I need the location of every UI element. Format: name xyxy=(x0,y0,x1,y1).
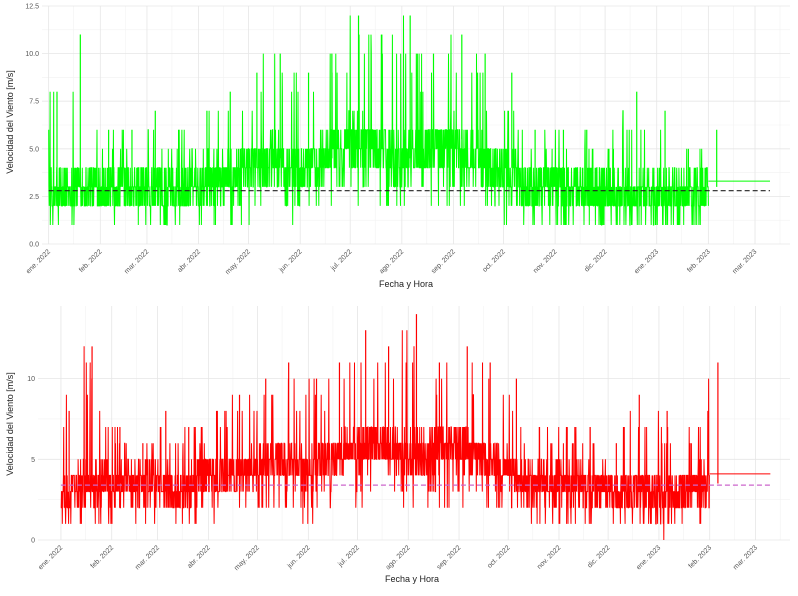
y-tick-label: 12.5 xyxy=(25,4,39,11)
x-tick-label: feb. 2022 xyxy=(90,544,116,570)
x-tick-label: may. 2022 xyxy=(224,248,252,276)
x-tick-label: sep. 2022 xyxy=(436,544,463,571)
y-tick-label: 0 xyxy=(31,538,35,545)
y-axis-title: Velocidad del Viento [m/s] xyxy=(5,372,15,475)
x-tick-label: jun. 2022 xyxy=(278,248,304,274)
y-tick-layer: 0.0 2.5 5.0 7.5 10.0 12.5 xyxy=(25,4,39,249)
x-tick-label: jun. 2022 xyxy=(286,544,312,570)
x-tick-label: oct. 2022 xyxy=(486,544,511,569)
x-tick-label: ago. 2022 xyxy=(385,544,412,571)
x-tick-label: ene. 2022 xyxy=(25,248,52,275)
x-tick-label: abr. 2022 xyxy=(176,248,202,274)
series-line xyxy=(60,330,710,541)
x-tick-label: jul. 2022 xyxy=(337,544,361,568)
y-axis-title: Velocidad del Viento [m/s] xyxy=(5,70,15,173)
x-tick-label: feb. 2023 xyxy=(688,544,714,570)
y-tick-label: 7.5 xyxy=(29,99,39,106)
x-tick-label: nov. 2022 xyxy=(532,248,558,274)
y-tick-label: 2.5 xyxy=(29,194,39,201)
x-tick-label: ene. 2023 xyxy=(633,248,660,275)
x-tick-label: mar. 2023 xyxy=(732,544,759,571)
x-tick-label: abr. 2022 xyxy=(186,544,212,570)
y-tick-label: 5.0 xyxy=(29,146,39,153)
x-tick-layer: ene. 2022 feb. 2022 mar. 2022 abr. 2022 may.… xyxy=(25,248,758,276)
x-tick-label: may. 2022 xyxy=(233,544,261,572)
x-tick-label: mar. 2022 xyxy=(123,248,150,275)
y-tick-label: 5 xyxy=(31,457,35,464)
x-tick-label: feb. 2023 xyxy=(686,248,712,274)
series-layer xyxy=(48,15,771,226)
wind-speed-chart-red: 0 5 10 ene. 2022 feb. 2022 mar. 2022 abr. 202… xyxy=(5,306,790,584)
y-tick-layer: 0 5 10 xyxy=(27,376,35,544)
x-tick-label: dic. 2022 xyxy=(587,544,612,569)
x-axis-title: Fecha y Hora xyxy=(385,574,439,584)
x-tick-label: dic. 2022 xyxy=(583,248,608,273)
series-line xyxy=(48,15,709,226)
x-tick-label: mar. 2023 xyxy=(731,248,758,275)
x-tick-label: jul. 2022 xyxy=(329,248,353,272)
x-tick-layer: ene. 2022 feb. 2022 mar. 2022 abr. 2022 may.… xyxy=(37,544,759,572)
wind-speed-chart-green: 0.0 2.5 5.0 7.5 10.0 12.5 ene. 2022 feb. 2022 m… xyxy=(5,4,790,289)
x-tick-label: oct. 2022 xyxy=(482,248,507,273)
x-tick-label: ene. 2023 xyxy=(635,544,662,571)
series-layer xyxy=(60,314,771,541)
x-tick-label: ago. 2022 xyxy=(378,248,405,275)
x-tick-label: ene. 2022 xyxy=(37,544,64,571)
y-tick-label: 10.0 xyxy=(25,51,39,58)
y-tick-label: 10 xyxy=(27,376,35,383)
x-tick-label: nov. 2022 xyxy=(536,544,562,570)
x-tick-label: mar. 2022 xyxy=(134,544,161,571)
x-axis-title: Fecha y Hora xyxy=(379,279,433,289)
x-tick-label: feb. 2022 xyxy=(78,248,104,274)
y-tick-label: 0.0 xyxy=(29,242,39,249)
x-tick-label: sep. 2022 xyxy=(430,248,457,275)
